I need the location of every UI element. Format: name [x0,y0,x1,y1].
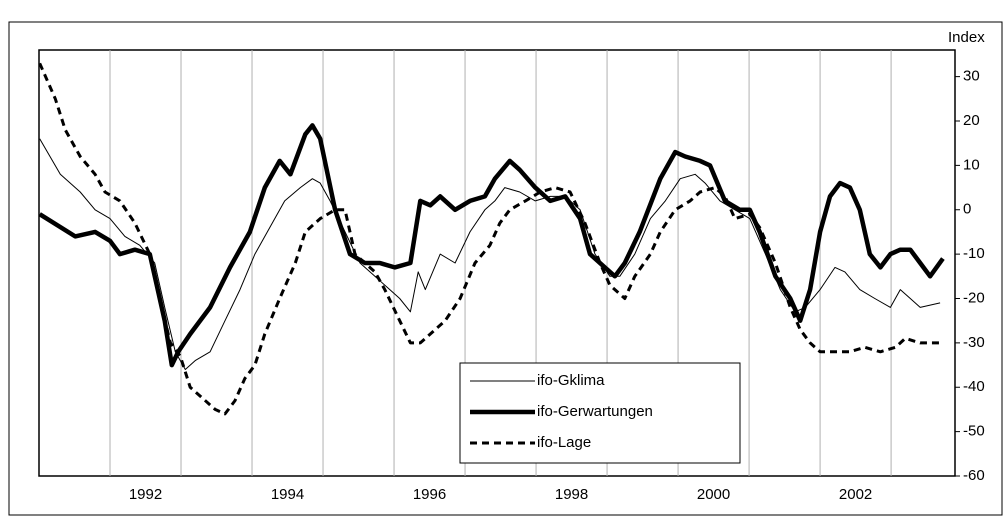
x-tick-label: 1992 [129,486,162,503]
x-tick-label: 2000 [697,486,730,503]
y-tick-label: -50 [963,423,985,440]
legend-label: ifo-Lage [537,434,591,451]
y-tick-label: 20 [963,112,980,129]
line-series [38,123,945,368]
line-series [38,62,941,416]
y-tick-label: 10 [963,156,980,173]
x-tick-label: 1994 [271,486,304,503]
y-tick-label: 30 [963,68,980,85]
x-tick-label: 2002 [839,486,872,503]
x-tick-label: 1998 [555,486,588,503]
legend-label: ifo-Gerwartungen [537,403,653,420]
y-tick-label: -40 [963,378,985,395]
y-tick-label: -10 [963,245,985,262]
legend-label: ifo-Gklima [537,372,605,389]
y-tick-label: 0 [963,201,971,218]
y-tick-label: -20 [963,289,985,306]
legend: ifo-Gklima ifo-Gerwartungen ifo-Lage [459,362,741,464]
y-tick-label: -60 [963,467,985,484]
y-axis-label: Index [948,29,985,46]
y-tick-label: -30 [963,334,985,351]
x-tick-label: 1996 [413,486,446,503]
